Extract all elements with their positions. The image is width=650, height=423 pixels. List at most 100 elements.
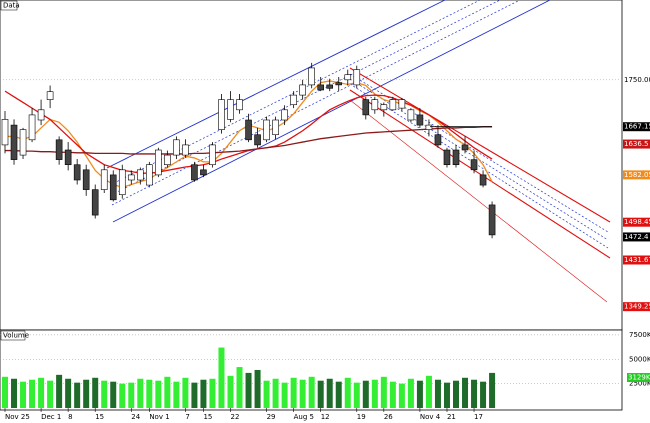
volume-bar — [308, 376, 315, 408]
candle-body — [118, 169, 126, 196]
candle-body — [245, 119, 252, 141]
candle-body — [1, 119, 9, 146]
candle-body — [443, 149, 451, 166]
price-marker-box — [623, 122, 650, 132]
volume-marker-box — [627, 372, 650, 382]
x-tick-label: 22 — [231, 413, 240, 421]
candle-body — [290, 94, 297, 106]
volume-bar — [11, 378, 18, 408]
candle-body — [308, 67, 315, 86]
volume-bar — [236, 367, 243, 408]
volume-bar — [155, 380, 162, 408]
volume-bar — [380, 376, 387, 408]
candle-body — [488, 204, 496, 236]
candle-body — [109, 174, 117, 201]
x-tick-label: 7 — [185, 413, 189, 421]
candle-body — [407, 109, 415, 121]
volume-bar — [335, 381, 342, 408]
volume-bar — [281, 382, 288, 408]
x-tick-label: 12 — [321, 413, 330, 421]
volume-bar — [38, 377, 45, 408]
volume-bar — [371, 379, 378, 408]
candle-body — [200, 169, 207, 176]
candle-body — [452, 149, 460, 166]
candle-body — [362, 99, 370, 116]
volume-bar — [2, 376, 8, 408]
volume-bar — [164, 376, 171, 408]
candle-body — [398, 99, 406, 109]
candle-body — [19, 129, 27, 156]
volume-bar — [56, 374, 63, 408]
volume-bar — [462, 377, 469, 408]
volume-bar — [218, 347, 225, 408]
volume-bar — [290, 377, 297, 408]
volume-title-box — [0, 330, 26, 341]
x-tick-label: 26 — [384, 413, 393, 421]
volume-bar — [263, 380, 270, 408]
x-tick-label: 17 — [474, 413, 483, 421]
candle-body — [155, 149, 162, 176]
volume-tick-label: 2500K — [629, 380, 650, 388]
price-marker-label: 1431.67 — [624, 256, 650, 264]
candle-body — [344, 74, 352, 81]
candle-body — [326, 84, 334, 89]
candle-body — [46, 91, 54, 100]
candle-body — [461, 144, 469, 151]
candle-body — [64, 149, 72, 166]
volume-bar — [326, 378, 333, 408]
volume-tick-label: 7500K — [629, 331, 650, 339]
candle-body — [73, 164, 81, 181]
volume-bar — [407, 378, 414, 408]
candle-body — [218, 99, 225, 130]
candle-body — [416, 114, 424, 126]
price-marker-label: 1636.5 — [624, 140, 649, 148]
x-tick-label: Nov 4 — [420, 413, 441, 421]
candle-body — [164, 154, 171, 166]
price-marker-label: 1472.4 — [624, 233, 649, 241]
candle-body — [317, 84, 325, 91]
volume-bar — [65, 378, 72, 408]
channel-line — [349, 99, 608, 303]
channel-line — [349, 89, 611, 259]
candle-body — [335, 82, 343, 86]
volume-bar — [416, 380, 423, 408]
x-tick-label: Aug 5 — [294, 413, 314, 421]
x-tick-label: 21 — [447, 413, 456, 421]
volume-bar — [146, 379, 153, 408]
candle-body — [191, 164, 198, 181]
volume-bar — [389, 381, 396, 408]
candle-body — [236, 99, 243, 111]
volume-bar — [398, 383, 405, 408]
candle-body — [263, 119, 270, 141]
candle-body — [353, 69, 361, 86]
x-tick-label: 15 — [95, 413, 104, 421]
volume-bar — [245, 372, 252, 408]
candle-body — [470, 159, 478, 171]
candle-body — [209, 144, 216, 166]
volume-bar — [191, 382, 198, 408]
channel-line — [111, 0, 521, 206]
candle-body — [389, 99, 397, 111]
volume-bar — [480, 381, 487, 408]
candle-body — [55, 139, 63, 160]
x-tick-label: Nov 1 — [149, 413, 169, 421]
candle-body — [434, 134, 442, 146]
price-marker-box — [623, 302, 650, 312]
price-marker-box — [623, 255, 650, 265]
candle-body — [380, 104, 388, 111]
chart-title: Data — [3, 2, 20, 10]
x-tick-label: 29 — [267, 413, 276, 421]
volume-bar — [362, 380, 369, 408]
volume-bar — [272, 378, 279, 408]
price-marker-box — [623, 232, 650, 242]
candle-body — [272, 119, 279, 136]
volume-bar — [317, 380, 324, 408]
candle-body — [299, 84, 306, 96]
candle-body — [254, 134, 261, 146]
candle-body — [82, 169, 90, 190]
channel-line — [349, 67, 611, 223]
volume-bar — [101, 380, 108, 408]
x-tick-label: 15 — [203, 413, 212, 421]
candle-body — [371, 99, 379, 111]
